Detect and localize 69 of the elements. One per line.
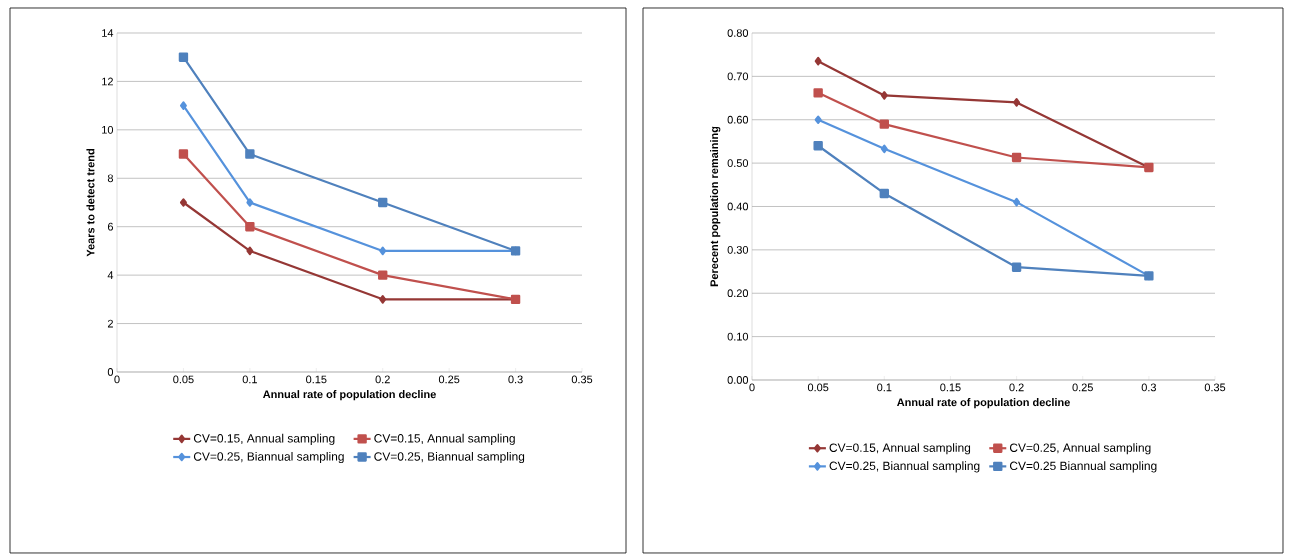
point (879, 119, 889, 129)
point (246, 246, 254, 256)
x-tick-label: 0.05 (173, 375, 194, 384)
y-tick-label: 12 (102, 77, 113, 86)
y-tick-label: 0.80 (727, 29, 749, 37)
point (813, 141, 823, 151)
point (178, 52, 189, 62)
x-tick-label: 0.35 (1204, 383, 1226, 392)
x-tick-label: 0.15 (940, 383, 961, 392)
x-tick-label: 0.1 (242, 375, 257, 384)
y-tick-label: 0.20 (727, 289, 749, 298)
legend-label: CV=0.15, Annual sampling (374, 433, 515, 445)
y-tick-label: 0.50 (727, 159, 749, 167)
y-tick-label: 0.70 (727, 72, 749, 81)
point (813, 88, 823, 98)
point (379, 246, 387, 256)
y-tick-label: 0.30 (727, 245, 749, 254)
point (1013, 197, 1021, 207)
x-tick-label: 0.35 (571, 375, 593, 384)
x-tick-label: 0.25 (438, 375, 460, 384)
y-tick-label: 0.60 (727, 115, 749, 124)
point (179, 101, 187, 110)
point (1011, 152, 1022, 163)
y-tick-label: 10 (102, 125, 114, 134)
y-axis-title: Years to detect trend (86, 149, 95, 257)
point (178, 149, 189, 159)
point (378, 270, 388, 280)
x-tick-label: 0.25 (1072, 383, 1093, 392)
point (379, 295, 387, 304)
x-tick-label: 0.3 (508, 375, 523, 384)
x-tick-label: 0.2 (375, 375, 390, 384)
point (814, 56, 822, 66)
point (245, 149, 255, 159)
point (880, 91, 888, 100)
point (246, 198, 254, 207)
point (1013, 98, 1021, 107)
x-tick-label: 0.15 (306, 375, 327, 384)
legend-label: CV=0.25, Biannual sampling (374, 451, 525, 464)
point (378, 197, 388, 208)
point (879, 188, 889, 199)
legend-label: CV=0.25 Biannual sampling (1009, 461, 1157, 473)
x-tick-label: 0.3 (1141, 383, 1156, 392)
point (880, 144, 888, 154)
x-tick-label: 0 (114, 375, 120, 384)
point (245, 222, 255, 232)
y-tick-label: 0.10 (727, 332, 749, 341)
y-tick-label: 0.40 (727, 202, 749, 211)
legend-label: CV=0.25, Biannual sampling (193, 451, 344, 464)
y-axis-title: Perecent population remaining (710, 126, 721, 287)
x-axis-title: Annual rate of population decline (263, 390, 436, 401)
x-tick-label: 0 (749, 383, 755, 392)
point (1011, 262, 1022, 272)
x-tick-label: 0.2 (1009, 383, 1024, 392)
y-tick-label: 8 (107, 174, 114, 183)
legend-label: CV=0.25, Annual sampling (1009, 443, 1151, 455)
y-tick-label: 2 (107, 319, 113, 328)
point (179, 198, 187, 207)
x-axis-title: Annual rate of population decline (897, 398, 1070, 409)
legend-label: CV=0.15, Annual sampling (193, 433, 335, 445)
y-tick-label: 0.00 (727, 376, 749, 384)
y-tick-label: 0 (107, 368, 114, 376)
point (814, 115, 822, 125)
y-tick-label: 4 (107, 271, 114, 279)
legend-label: CV=0.15, Annual sampling (829, 443, 971, 455)
x-tick-label: 0.1 (877, 383, 892, 392)
x-tick-label: 0.05 (807, 383, 829, 392)
legend-label: CV=0.25, Biannual sampling (829, 461, 980, 473)
y-tick-label: 6 (107, 222, 114, 231)
y-tick-label: 14 (102, 29, 114, 37)
